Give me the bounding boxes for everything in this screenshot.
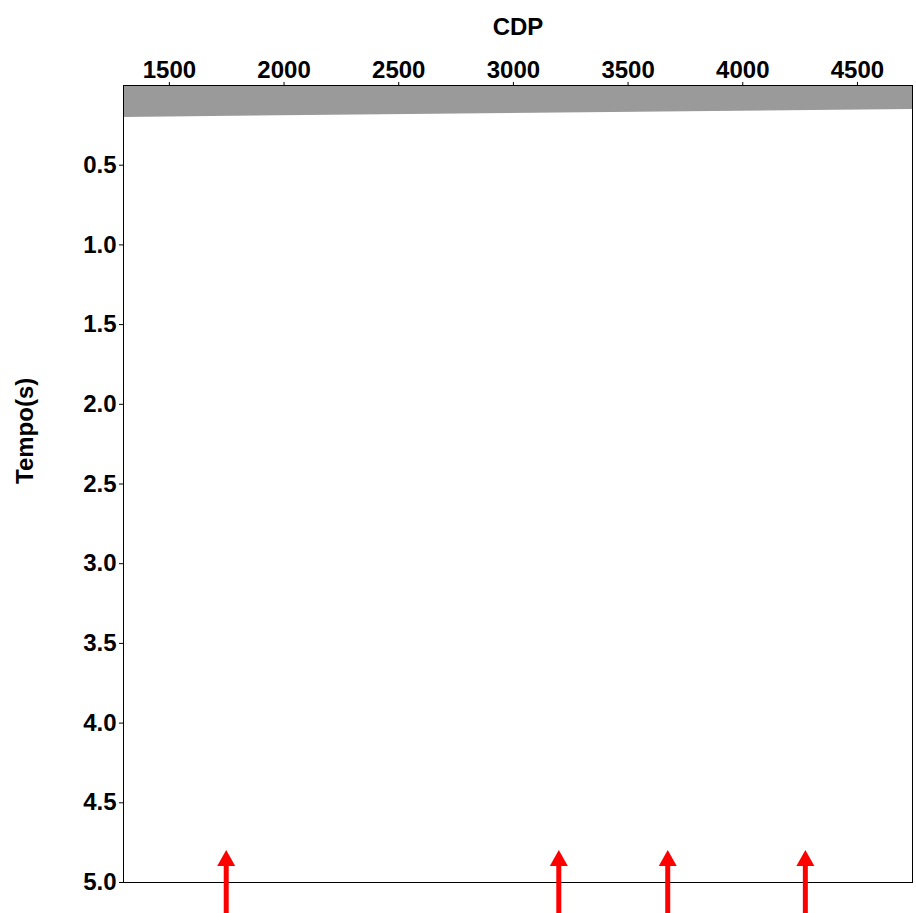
svg-text:1500: 1500 xyxy=(143,56,196,83)
svg-text:3000: 3000 xyxy=(487,56,540,83)
svg-text:Tempo(s): Tempo(s) xyxy=(11,378,38,484)
svg-text:1.5: 1.5 xyxy=(83,310,116,337)
svg-text:3.0: 3.0 xyxy=(83,549,116,576)
svg-text:5.0: 5.0 xyxy=(83,868,116,895)
svg-text:1.0: 1.0 xyxy=(83,231,116,258)
svg-text:4.5: 4.5 xyxy=(83,788,116,815)
svg-text:CDP: CDP xyxy=(493,13,544,40)
svg-text:2000: 2000 xyxy=(257,56,310,83)
svg-text:0.5: 0.5 xyxy=(83,151,116,178)
svg-text:3500: 3500 xyxy=(601,56,654,83)
svg-text:4000: 4000 xyxy=(716,56,769,83)
svg-text:3.5: 3.5 xyxy=(83,629,116,656)
svg-text:2.0: 2.0 xyxy=(83,390,116,417)
svg-text:2500: 2500 xyxy=(372,56,425,83)
svg-text:4500: 4500 xyxy=(831,56,884,83)
svg-text:4.0: 4.0 xyxy=(83,709,116,736)
svg-text:2.5: 2.5 xyxy=(83,470,116,497)
